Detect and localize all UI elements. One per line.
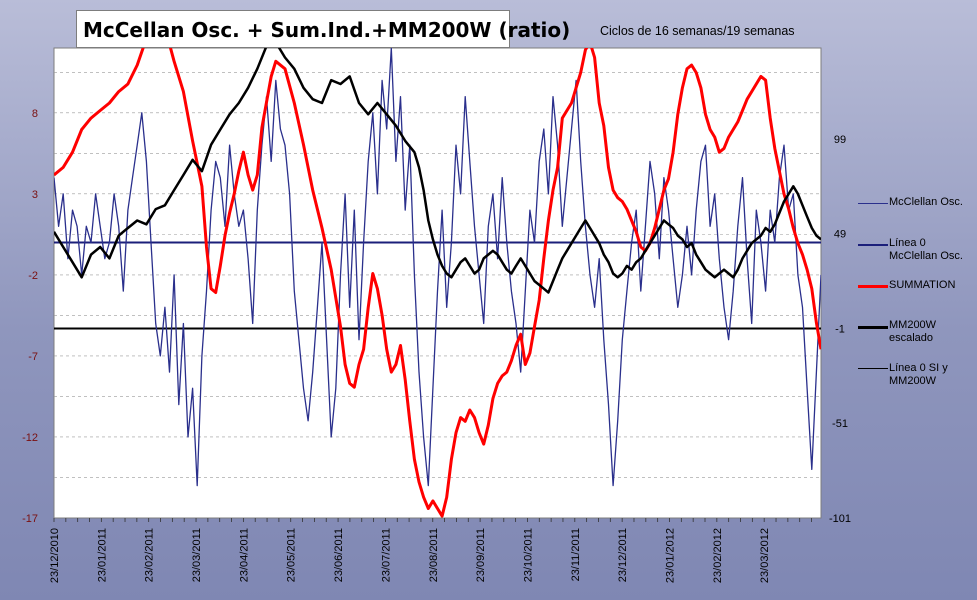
y-right-tick-label: 99 [834,134,846,146]
legend-line [858,326,888,329]
x-tick-label: 23/01/2012 [664,528,676,583]
y-right-tick-label: -101 [829,513,851,525]
legend-label: Línea 0 McClellan Osc. [889,237,963,262]
chart-title: McCellan Osc. + Sum.Ind.+MM200W (ratio) [76,10,570,48]
y-left-tick-label: 8 [32,108,38,120]
legend-line [858,368,888,369]
x-tick-label: 23/02/2012 [712,528,724,583]
x-tick-label: 23/03/2012 [759,528,771,583]
y-left-tick-label: -2 [28,270,38,282]
chart-subtitle: Ciclos de 16 semanas/19 semanas [600,24,795,38]
y-axis-right: 99 49 -1 -51 -101 [829,134,851,525]
x-tick-label: 23/06/2011 [333,528,345,582]
series-summation [54,48,821,518]
x-axis-ticks [53,518,812,522]
x-tick-label: 23/05/2011 [286,528,298,582]
x-tick-label: 23/11/2011 [570,528,582,581]
x-tick-label: 23/07/2011 [380,528,392,582]
legend-line [858,244,888,246]
x-tick-label: 23/04/2011 [238,528,250,582]
legend-label: McClellan Osc. [889,196,963,208]
y-axis-left: 8 3 -2 -7 -12 -17 [22,108,38,525]
legend-line [858,203,888,204]
x-tick-label: 23/02/2011 [144,528,156,582]
series-mm200w-escalado [54,48,821,294]
y-left-tick-label: -17 [22,513,38,525]
legend-label: MM200W escalado [889,319,937,344]
y-right-tick-label: 49 [834,229,846,241]
series-mcclellan-osc [54,48,821,487]
legend-line [858,285,888,288]
x-tick-label: 23/01/2011 [96,528,108,582]
x-tick-label: 23/10/2011 [522,528,534,582]
x-tick-label: 23/09/2011 [475,528,487,582]
x-tick-label: 23/03/2011 [191,528,203,582]
y-left-tick-label: -7 [28,351,38,363]
x-axis-labels: 23/12/2010 23/01/2011 23/02/2011 23/03/2011… [49,528,771,583]
y-left-tick-label: 3 [32,189,38,201]
legend-label: SUMMATION [889,279,956,291]
series-layer [54,48,821,518]
y-right-tick-label: -51 [832,418,848,430]
y-right-tick-label: -1 [835,323,845,335]
x-tick-label: 23/12/2011 [617,528,629,582]
x-tick-label: 23/12/2010 [49,528,61,583]
x-tick-label: 23/08/2011 [428,528,440,582]
legend-label: Línea 0 SI y MM200W [889,362,948,387]
y-left-tick-label: -12 [22,432,38,444]
